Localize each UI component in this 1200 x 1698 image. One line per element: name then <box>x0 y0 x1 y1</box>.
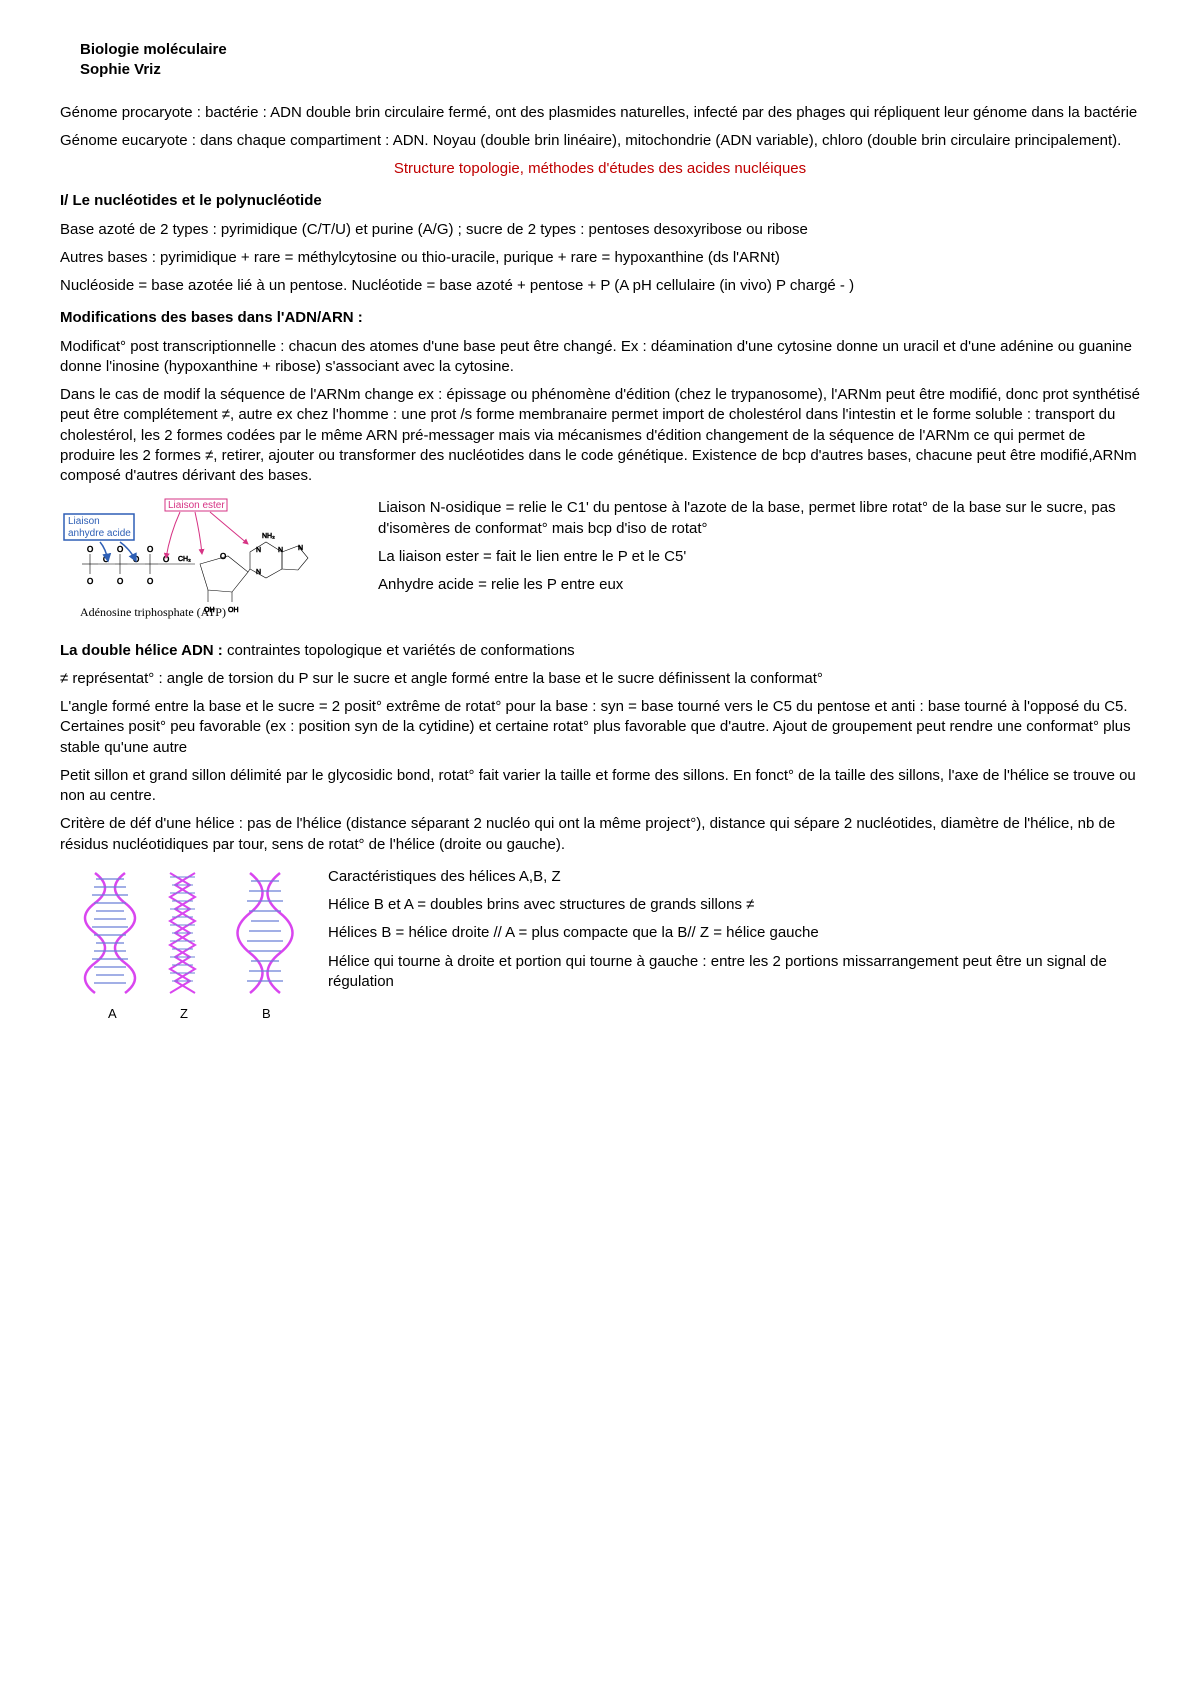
helix-label-z: Z <box>180 1006 188 1021</box>
atp-diagram: Liaison ester Liaison anhydre acide O O … <box>60 494 360 630</box>
svg-text:N: N <box>256 547 261 554</box>
section3-heading-rest: contraintes topologique et variétés de c… <box>223 642 575 659</box>
svg-text:CH₂: CH₂ <box>178 556 191 563</box>
svg-text:N: N <box>298 545 303 552</box>
intro-red-heading: Structure topologie, méthodes d'études d… <box>60 159 1140 179</box>
s1-p2: Autres bases : pyrimidique + rare = méth… <box>60 248 1140 268</box>
svg-text:O: O <box>87 545 93 554</box>
atp-caption: Adénosine triphosphate (ATP) <box>80 605 226 619</box>
s1-p3: Nucléoside = base azotée lié à un pentos… <box>60 276 1140 296</box>
label-anhydre-1: Liaison <box>68 516 100 527</box>
doc-title: Biologie moléculaire <box>80 40 1140 60</box>
svg-text:O: O <box>87 577 93 586</box>
helix-label-b: B <box>262 1006 271 1021</box>
section3-heading-bold: La double hélice ADN : <box>60 642 223 659</box>
svg-text:O: O <box>117 577 123 586</box>
label-anhydre-2: anhydre acide <box>68 528 131 539</box>
doc-author: Sophie Vriz <box>80 60 1140 80</box>
svg-text:O: O <box>147 577 153 586</box>
svg-text:O: O <box>220 552 226 561</box>
section1-heading: I/ Le nucléotides et le polynucléotide <box>60 191 1140 211</box>
intro-p1: Génome procaryote : bactérie : ADN doubl… <box>60 103 1140 123</box>
svg-text:NH₂: NH₂ <box>262 533 275 540</box>
label-liaison-ester: Liaison ester <box>168 500 225 511</box>
svg-text:O: O <box>147 545 153 554</box>
svg-text:OH: OH <box>228 607 239 614</box>
s1-p1: Base azoté de 2 types : pyrimidique (C/T… <box>60 220 1140 240</box>
helix-label-a: A <box>108 1006 117 1021</box>
intro-p2: Génome eucaryote : dans chaque compartim… <box>60 131 1140 151</box>
svg-text:N: N <box>278 547 283 554</box>
svg-text:N: N <box>256 569 261 576</box>
s3-p2: L'angle formé entre la base et le sucre … <box>60 697 1140 758</box>
s3-p3: Petit sillon et grand sillon délimité pa… <box>60 766 1140 807</box>
section2-heading: Modifications des bases dans l'ADN/ARN : <box>60 308 1140 328</box>
s3-p1: ≠ représentat° : angle de torsion du P s… <box>60 669 1140 689</box>
s2-p1: Modificat° post transcriptionnelle : cha… <box>60 337 1140 378</box>
svg-text:O: O <box>117 545 123 554</box>
s3-p4: Critère de déf d'une hélice : pas de l'h… <box>60 814 1140 855</box>
helix-diagram: A Z B <box>60 863 310 1039</box>
s2-p2: Dans le cas de modif la séquence de l'AR… <box>60 385 1140 486</box>
